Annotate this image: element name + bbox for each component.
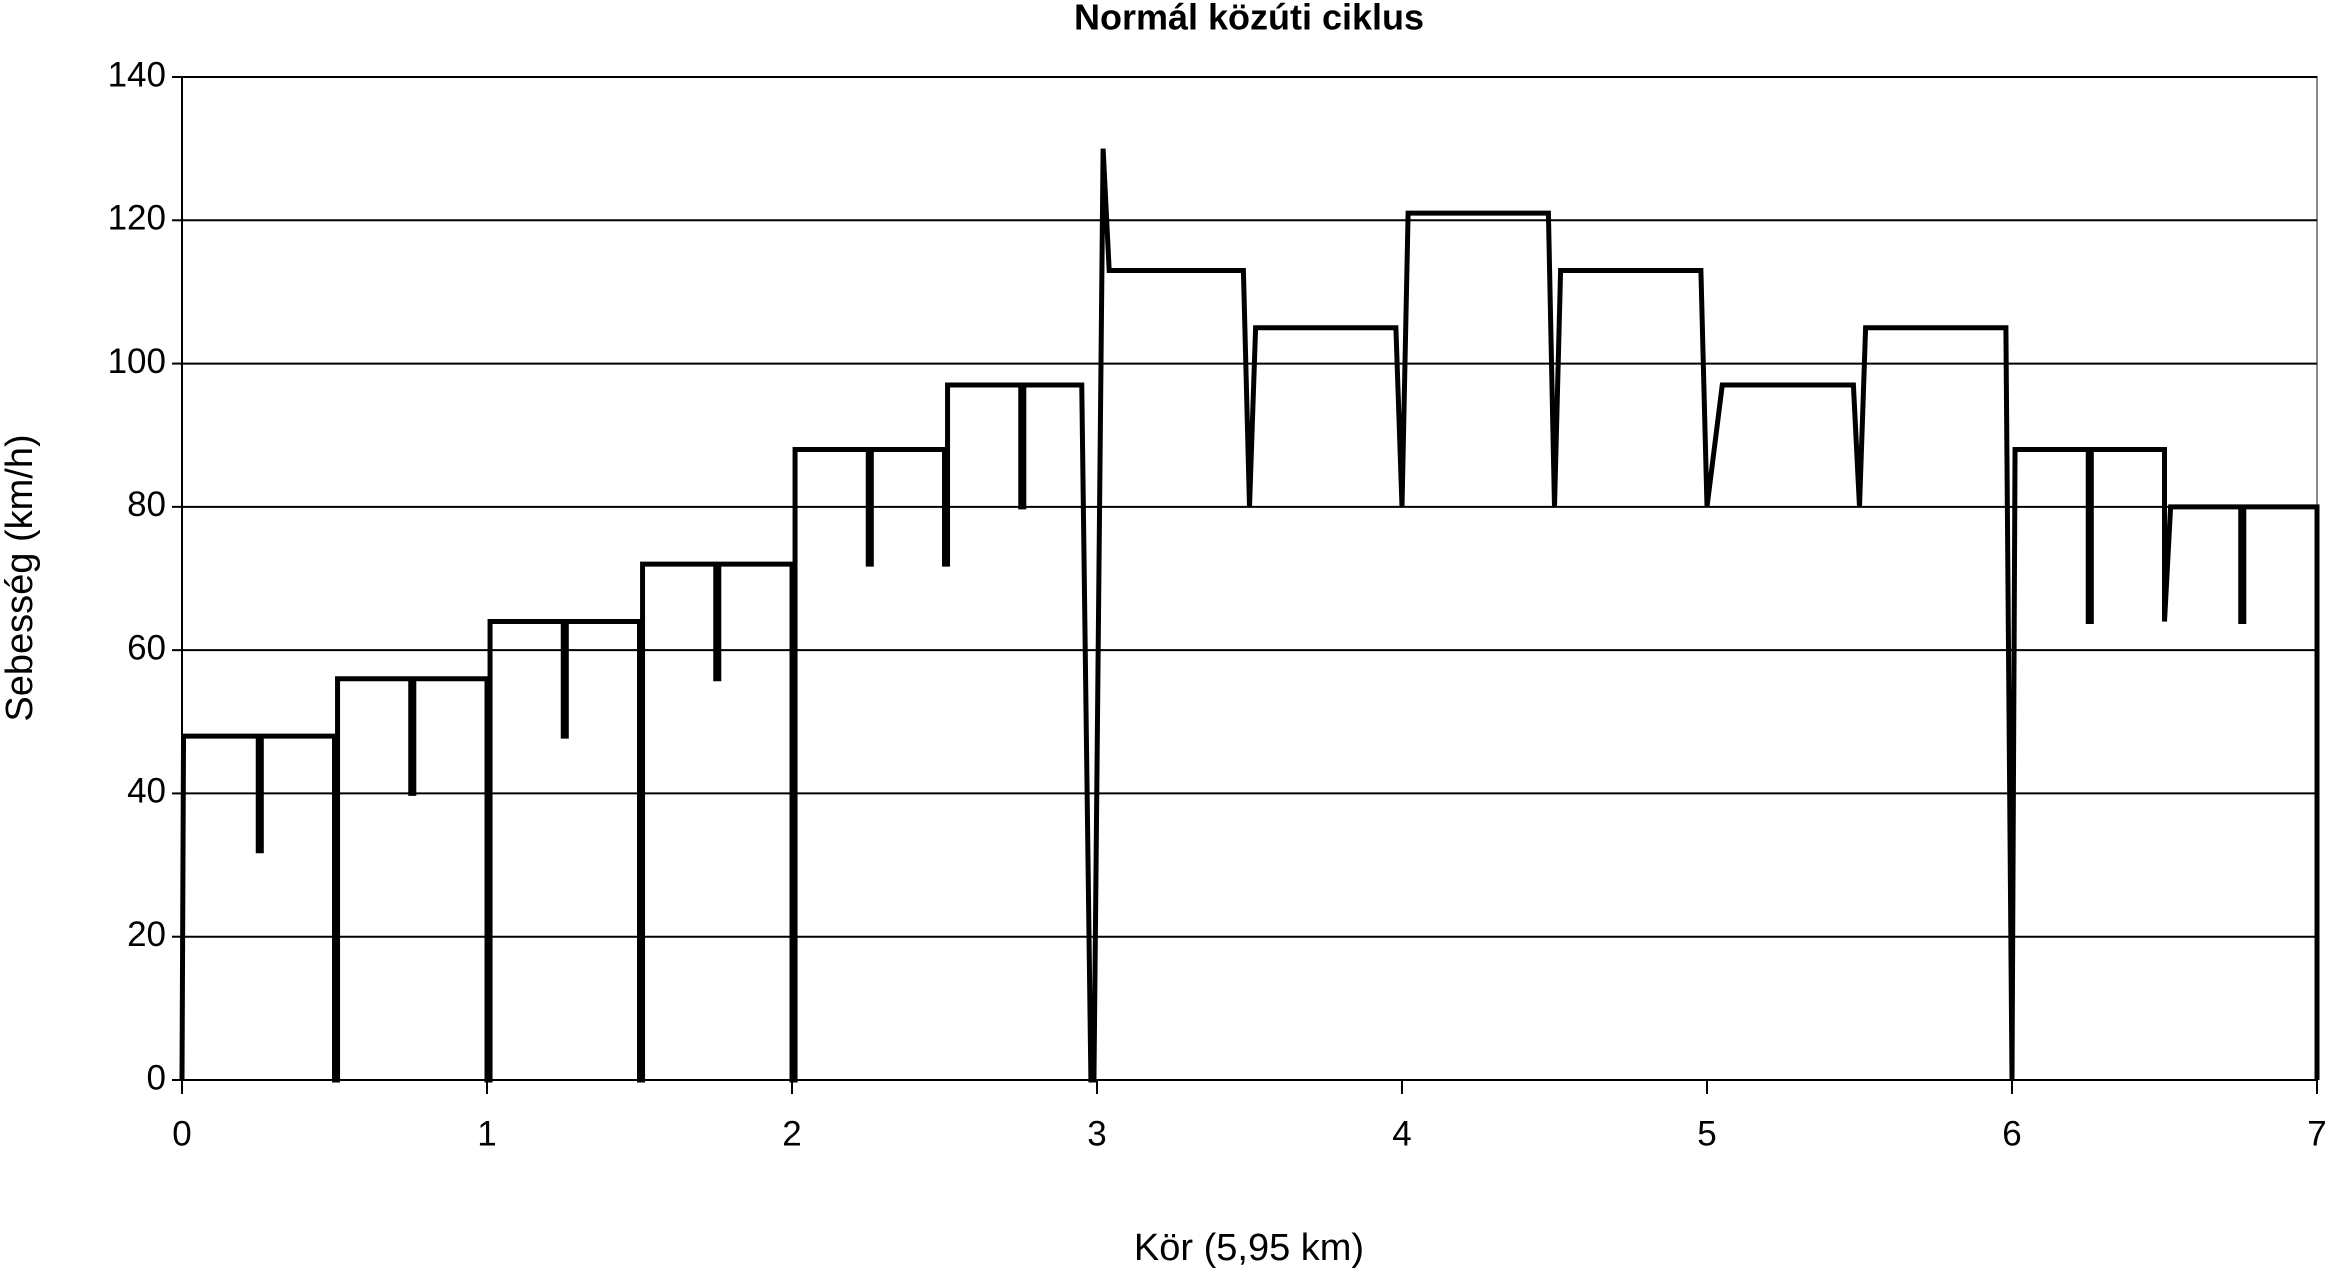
chart-title: Normál közúti ciklus — [1074, 0, 1424, 38]
plot-border — [182, 76, 2318, 1080]
x-axis-label: Kör (5,95 km) — [1134, 1227, 1364, 1269]
y-tick-label: 60 — [127, 628, 166, 667]
x-tick-label: 0 — [172, 1114, 191, 1153]
x-tick-label: 7 — [2307, 1114, 2326, 1153]
speed-line — [179, 148, 2320, 1083]
y-tick-label: 80 — [127, 485, 166, 524]
x-tick-label: 2 — [782, 1114, 801, 1153]
x-tick-label: 6 — [2002, 1114, 2021, 1153]
y-tick-label: 100 — [108, 342, 166, 381]
y-tick-label: 40 — [127, 772, 166, 811]
x-tick-label: 1 — [477, 1114, 496, 1153]
y-axis-label: Sebesség (km/h) — [0, 434, 41, 721]
y-tick-label: 140 — [108, 55, 166, 94]
x-tick-label: 4 — [1392, 1114, 1411, 1153]
y-tick-label: 0 — [147, 1058, 166, 1097]
y-tick-label: 120 — [108, 199, 166, 238]
y-tick-label: 20 — [127, 915, 166, 954]
x-tick-label: 3 — [1087, 1114, 1106, 1153]
x-tick-label: 5 — [1697, 1114, 1716, 1153]
